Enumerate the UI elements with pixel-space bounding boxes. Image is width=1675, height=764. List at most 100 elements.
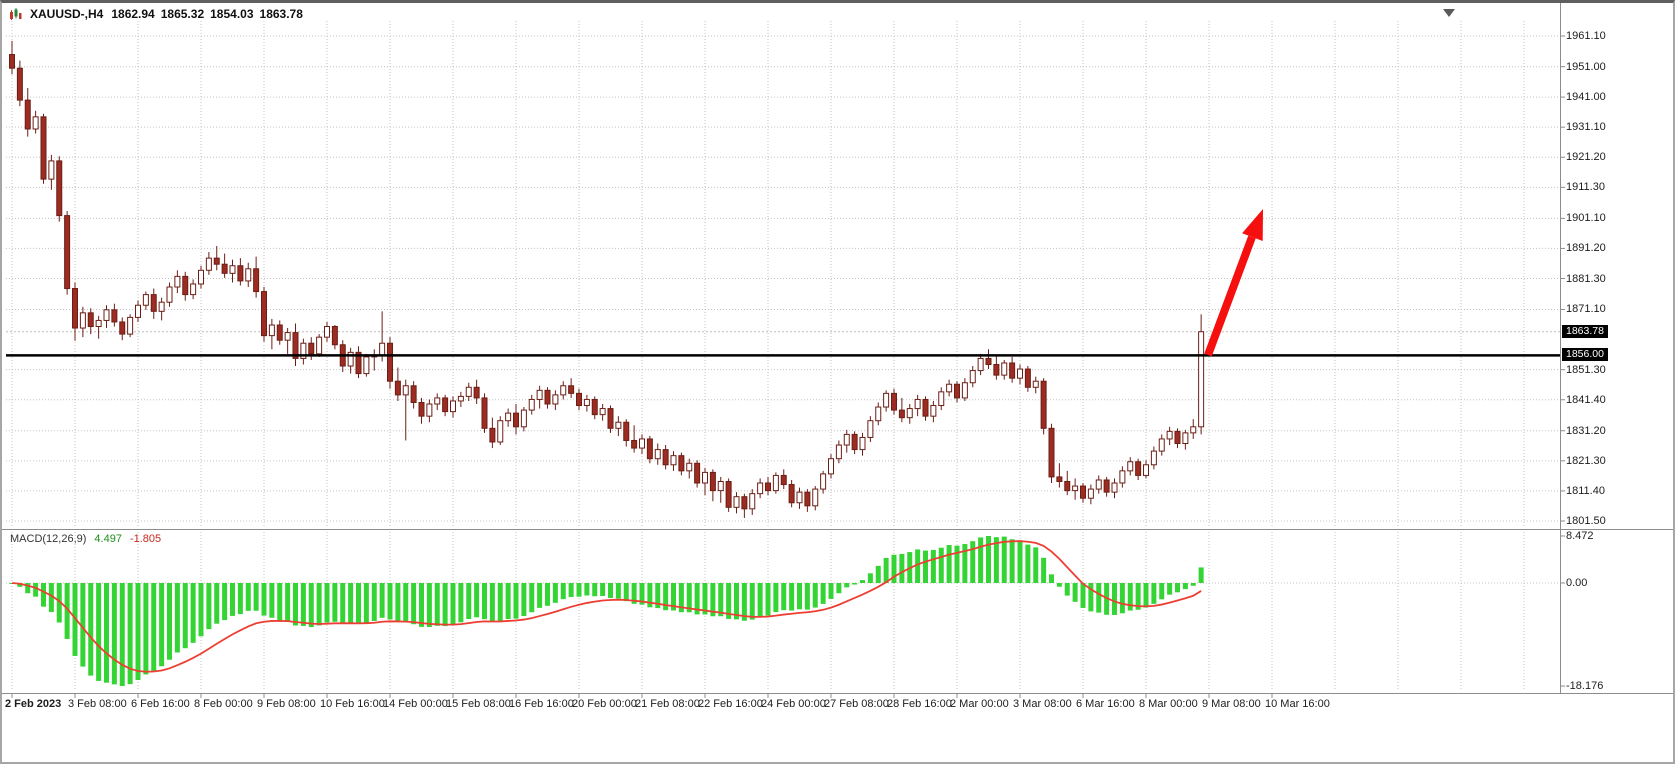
candle-body [694,462,701,484]
price-axis-label: 1901.10 [1566,212,1606,225]
macd-histogram-bar [167,583,172,660]
candle-body [410,385,417,403]
time-axis-label: 3 Feb 08:00 [68,698,127,710]
macd-histogram-bar [915,549,921,583]
candle-body [40,116,47,180]
candle-body [938,391,945,407]
macd-histogram-bar [702,583,708,615]
candle-body [631,439,638,449]
macd-histogram-bar [104,583,109,683]
candle-body [717,480,724,492]
chart-shift-marker[interactable] [1443,9,1455,17]
macd-histogram-bar [1119,583,1125,614]
time-axis-label: 3 Mar 08:00 [1013,698,1072,710]
candle-body [205,257,212,271]
macd-histogram-bar [655,583,661,609]
macd-histogram-bar [237,583,243,615]
macd-histogram-bar [828,583,834,599]
macd-histogram-bar [765,583,771,616]
price-axis-label: 1951.00 [1566,60,1606,73]
current-price-badge: 1863.78 [1562,324,1608,338]
price-axis-label: 1821.30 [1566,454,1606,467]
price-axis-label: 1941.00 [1566,91,1606,104]
macd-histogram-bar [615,583,621,599]
candle-body [190,283,197,296]
macd-histogram-bar [135,583,141,681]
candle-body [670,455,677,466]
candle-body [473,386,480,399]
candle-body [135,304,141,318]
candle-body [1048,427,1055,478]
macd-axis[interactable]: 8.472 0.00 -18.176 [2,3,1673,762]
macd-histogram-bar [844,583,850,588]
macd-histogram-bar [64,583,70,639]
candle-body [56,160,63,217]
price-axis[interactable]: 1961.10 1951.00 1941.00 1931.10 1921.20 1911.… [2,3,1673,762]
candle-body [930,405,937,417]
candle-body [1166,430,1173,440]
candle-body [1127,461,1134,472]
symbol-timeframe-label: XAUUSD-,H4 [30,7,104,21]
candle-body [1017,368,1023,379]
candle-body [599,408,606,416]
price-axis-label: 1961.10 [1566,30,1606,42]
candle-body [103,309,110,321]
macd-histogram-bar [1041,557,1047,583]
time-axis[interactable]: 2 Feb 2023 3 Feb 08:00 6 Feb 16:00 8 Feb 00… [2,3,1673,762]
macd-histogram-bar [946,545,952,583]
candle-body [1024,368,1031,388]
candle-body [182,275,189,296]
macd-histogram-bar [584,583,590,596]
chart-canvas[interactable] [2,3,1675,764]
macd-histogram-bar [482,583,487,620]
macd-histogram-bar [261,583,267,616]
macd-histogram-bar [1088,583,1094,612]
candle-body [402,385,409,396]
macd-histogram [9,536,1204,686]
candle-body [95,319,102,328]
candle-body [142,294,149,306]
macd-histogram-bar [466,583,472,620]
candle-body [347,351,354,367]
candle-body [749,493,756,510]
candle-body [324,326,330,338]
macd-histogram-bar [734,583,739,620]
macd-histogram-bar [269,583,275,618]
candle-body [969,370,976,384]
symbol-info-bar: XAUUSD-,H4 1862.94 1865.32 1854.03 1863.… [9,7,303,21]
candle-body [237,265,244,282]
candle-body [678,455,685,472]
ohlc-high: 1865.32 [160,7,205,21]
candle-body [16,67,23,101]
macd-histogram-bar [56,583,62,623]
candle-body [166,286,173,303]
time-axis-label: 21 Feb 08:00 [635,698,700,710]
candle-body [922,398,929,417]
candle-body [292,332,299,359]
ohlc-values: 1862.94 1865.32 1854.03 1863.78 [111,7,303,21]
macd-histogram-bar [820,583,826,604]
macd-histogram-bar [993,537,999,583]
candle-body [1087,488,1094,499]
candle-body [851,433,858,451]
candle-body [64,215,71,290]
candle-body [316,336,323,355]
macd-indicator-label: MACD(12,26,9) 4.497 -1.805 [10,533,161,545]
macd-histogram-bar [411,583,417,625]
candle-body [221,263,228,274]
macd-histogram-bar [174,583,180,653]
macd-histogram-bar [1143,583,1149,608]
candle-body [914,398,921,410]
candle-body [1150,450,1157,466]
candle-body [560,385,567,396]
macd-histogram-bar [17,583,23,587]
candle-body [804,491,811,507]
macd-histogram-bar [568,583,574,598]
candle-body [796,491,803,504]
macd-histogram-bar [1017,540,1023,583]
candle-body [1072,485,1079,492]
trend-arrow-object[interactable] [1204,209,1263,357]
macd-histogram-bar [860,580,865,583]
macd-histogram-bar [1056,583,1062,587]
